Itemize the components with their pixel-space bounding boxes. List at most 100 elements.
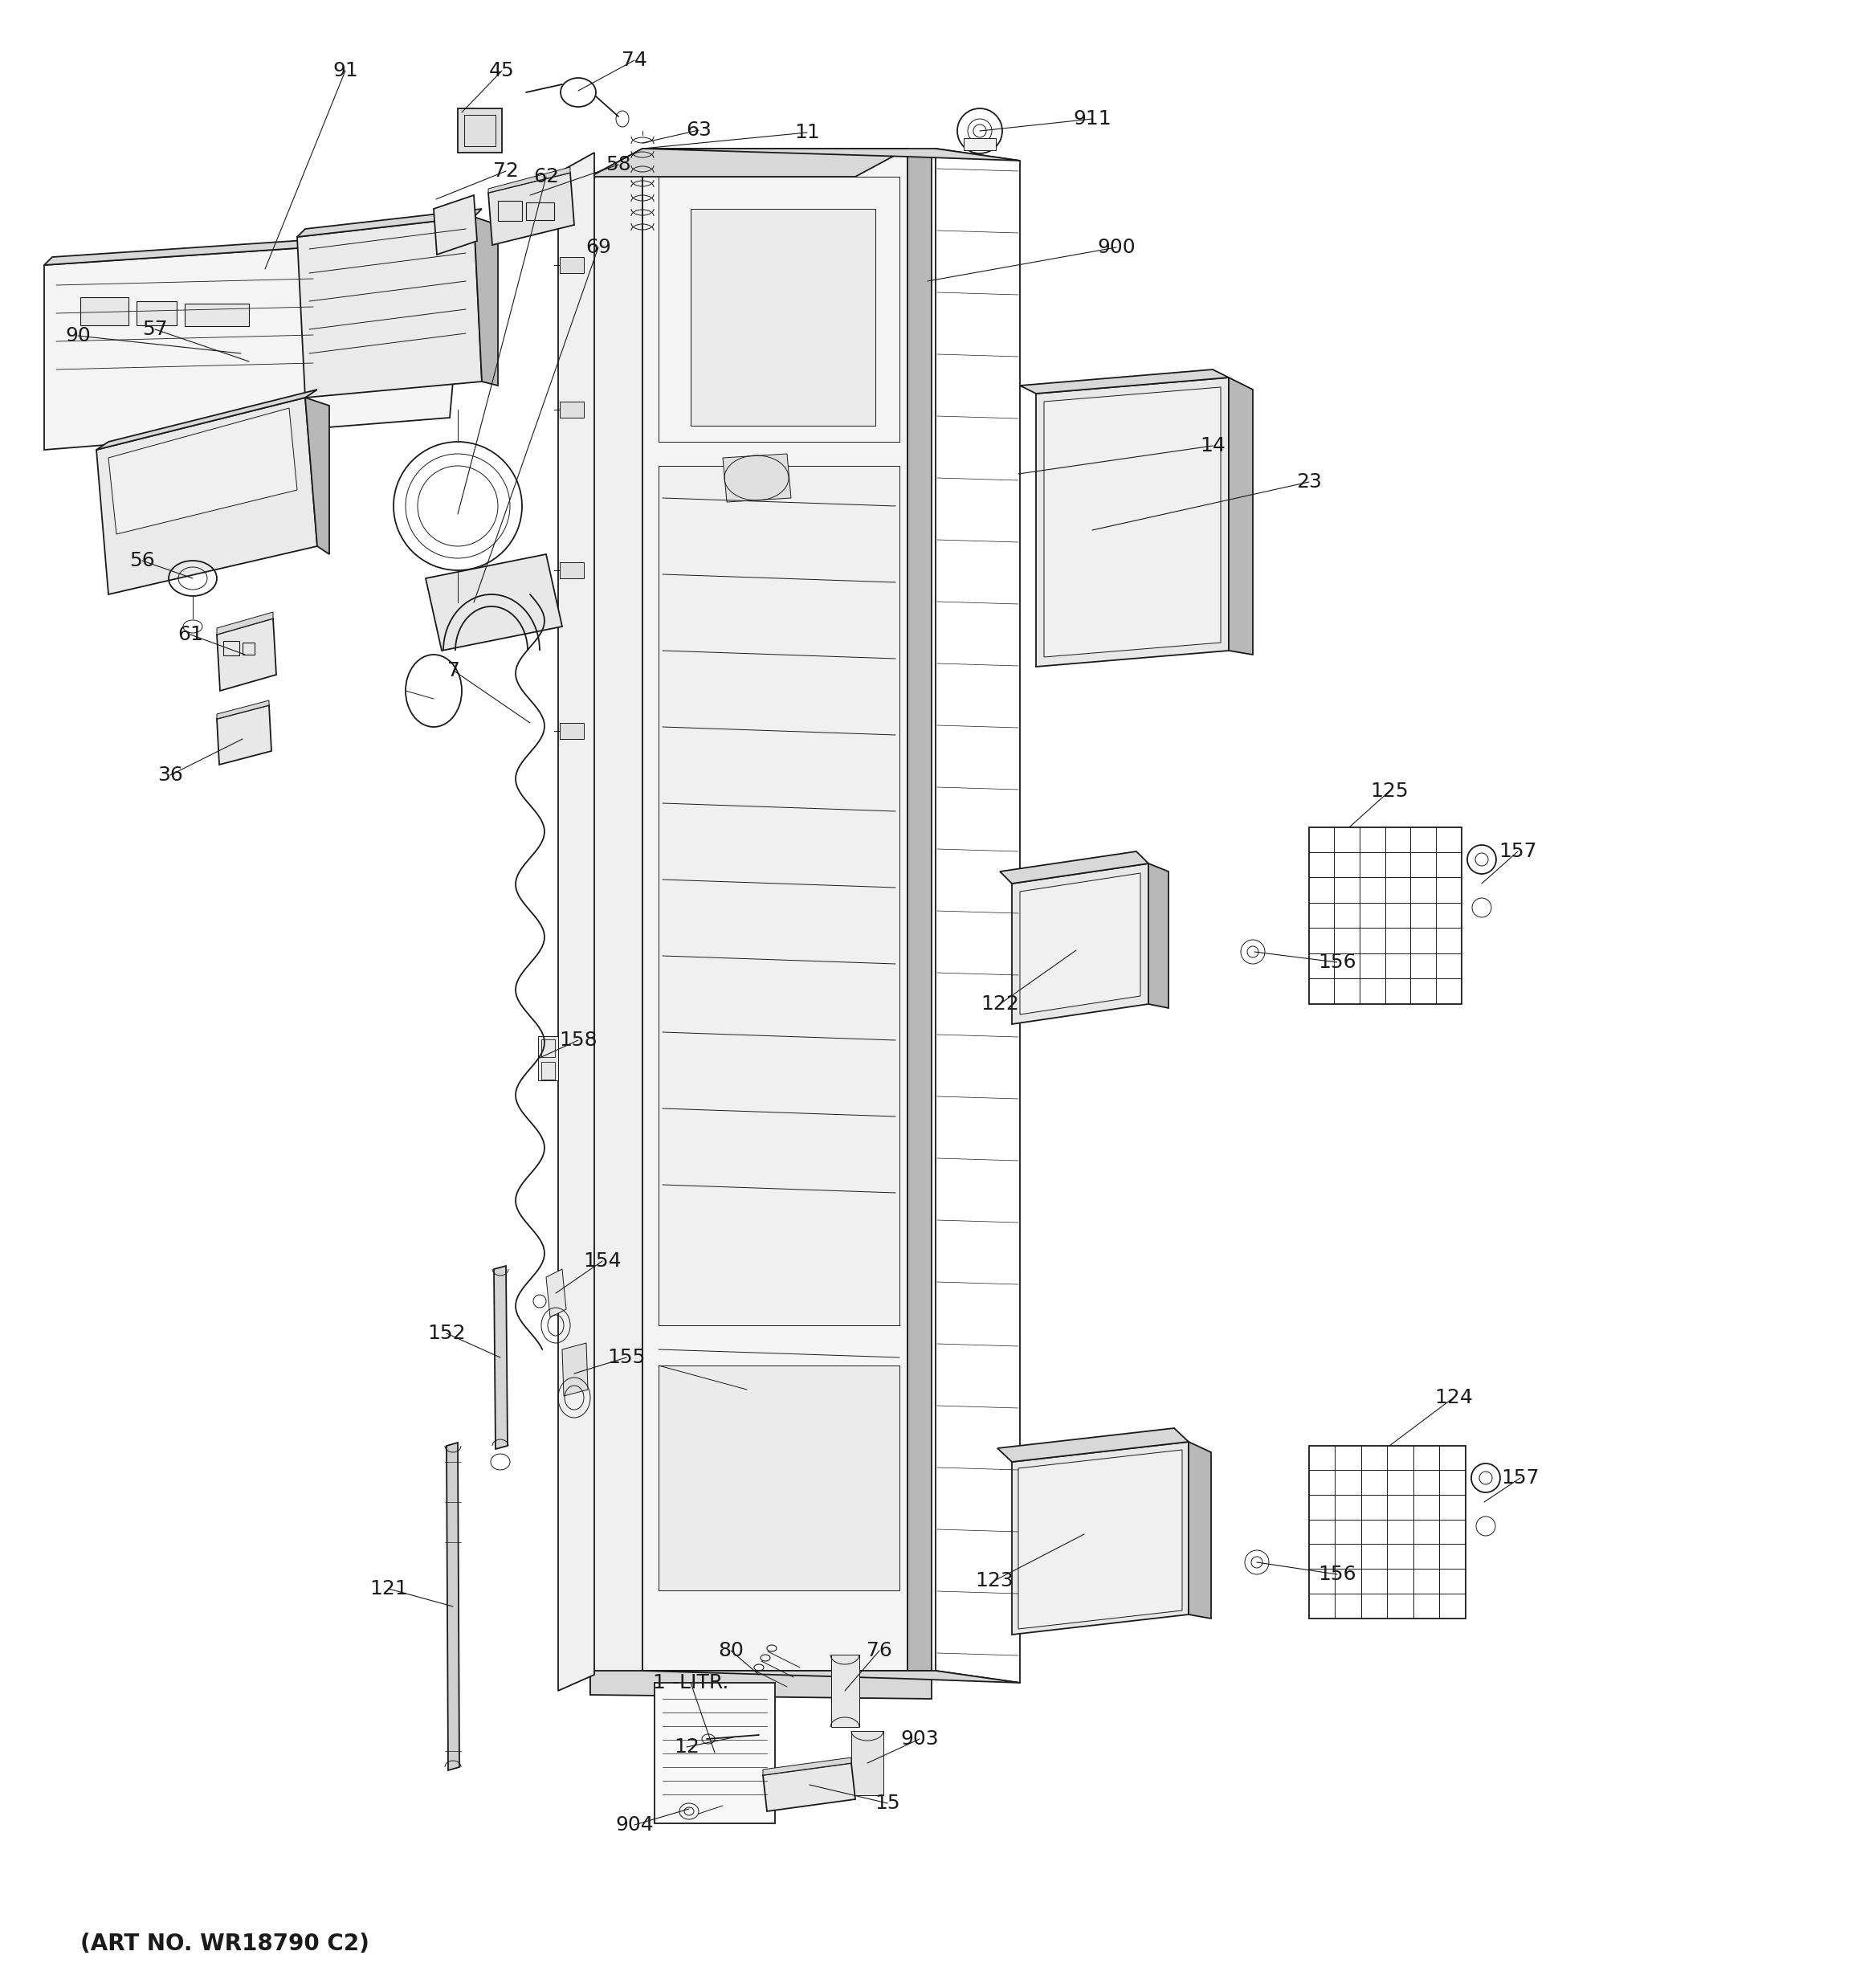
Bar <box>654 1682 775 1823</box>
Text: 12: 12 <box>674 1738 699 1757</box>
Polygon shape <box>590 1670 932 1700</box>
Bar <box>538 1036 559 1079</box>
Polygon shape <box>1020 873 1139 1014</box>
Text: 123: 123 <box>975 1571 1014 1590</box>
Polygon shape <box>643 149 908 1670</box>
Text: 158: 158 <box>559 1030 598 1050</box>
Polygon shape <box>488 173 573 245</box>
Bar <box>463 115 495 147</box>
Bar <box>852 1732 884 1795</box>
Polygon shape <box>1012 1441 1188 1634</box>
Polygon shape <box>1012 863 1149 1024</box>
Polygon shape <box>762 1763 856 1811</box>
Polygon shape <box>217 700 269 720</box>
Polygon shape <box>493 1266 508 1449</box>
Text: 7: 7 <box>446 662 460 680</box>
Polygon shape <box>643 1670 1020 1682</box>
Text: 154: 154 <box>583 1250 622 1270</box>
Text: 23: 23 <box>1296 473 1323 491</box>
Text: 124: 124 <box>1435 1388 1472 1408</box>
Polygon shape <box>908 149 932 1678</box>
Text: 80: 80 <box>717 1640 743 1660</box>
Text: 122: 122 <box>981 994 1020 1014</box>
Text: 69: 69 <box>585 239 611 256</box>
Bar <box>243 642 254 654</box>
Polygon shape <box>1020 370 1229 394</box>
Polygon shape <box>659 465 900 1326</box>
Polygon shape <box>559 153 594 1692</box>
Polygon shape <box>108 408 297 535</box>
Text: 45: 45 <box>489 62 516 80</box>
Polygon shape <box>217 612 273 634</box>
Bar <box>136 302 177 326</box>
Polygon shape <box>659 1366 900 1590</box>
Text: 62: 62 <box>532 167 559 187</box>
Text: 76: 76 <box>867 1640 893 1660</box>
Polygon shape <box>999 851 1149 883</box>
Polygon shape <box>545 1268 566 1318</box>
Polygon shape <box>297 209 482 237</box>
Bar <box>527 203 555 221</box>
Polygon shape <box>691 209 876 425</box>
Text: 15: 15 <box>874 1793 900 1813</box>
Text: 900: 900 <box>1097 239 1136 256</box>
Bar <box>964 137 996 151</box>
Polygon shape <box>643 149 1020 161</box>
Polygon shape <box>297 217 482 398</box>
Text: 14: 14 <box>1199 435 1225 455</box>
Polygon shape <box>488 167 570 193</box>
Polygon shape <box>998 1427 1188 1461</box>
Text: 152: 152 <box>428 1324 465 1344</box>
Text: 72: 72 <box>493 161 519 181</box>
Polygon shape <box>1188 1441 1210 1618</box>
Text: 904: 904 <box>615 1815 654 1835</box>
Polygon shape <box>304 398 329 555</box>
Text: 121: 121 <box>370 1578 407 1598</box>
Bar <box>224 640 239 656</box>
Text: 157: 157 <box>1498 841 1537 861</box>
Text: 157: 157 <box>1502 1469 1539 1487</box>
Polygon shape <box>590 149 908 177</box>
Text: 90: 90 <box>65 326 92 346</box>
Bar <box>499 201 521 221</box>
Polygon shape <box>217 618 276 690</box>
Polygon shape <box>45 237 465 449</box>
Bar <box>458 109 502 153</box>
Text: 1 -LITR.: 1 -LITR. <box>652 1674 729 1692</box>
Polygon shape <box>97 398 318 594</box>
Bar <box>542 1040 555 1058</box>
Bar <box>560 256 585 272</box>
Polygon shape <box>1037 378 1229 666</box>
Text: 911: 911 <box>1072 109 1111 129</box>
Polygon shape <box>1149 863 1169 1008</box>
Text: 58: 58 <box>605 155 631 175</box>
Polygon shape <box>446 1443 460 1771</box>
Text: 125: 125 <box>1371 781 1408 801</box>
Polygon shape <box>433 195 476 254</box>
Polygon shape <box>217 706 271 765</box>
Polygon shape <box>1229 378 1253 654</box>
Bar <box>560 402 585 417</box>
Text: 61: 61 <box>177 624 204 644</box>
Polygon shape <box>762 1757 852 1775</box>
Polygon shape <box>45 229 474 264</box>
Text: 57: 57 <box>142 320 168 340</box>
Polygon shape <box>1018 1449 1182 1628</box>
Text: 91: 91 <box>333 62 359 80</box>
Text: 156: 156 <box>1319 1565 1356 1584</box>
Text: 56: 56 <box>129 551 155 571</box>
Text: 36: 36 <box>157 765 183 785</box>
Polygon shape <box>590 149 643 1696</box>
Text: (ART NO. WR18790 C2): (ART NO. WR18790 C2) <box>80 1932 370 1954</box>
Text: 903: 903 <box>900 1730 938 1749</box>
Bar <box>80 296 129 326</box>
Bar <box>542 1062 555 1079</box>
Text: 155: 155 <box>607 1348 646 1368</box>
Bar <box>185 304 248 326</box>
Polygon shape <box>97 390 318 449</box>
Polygon shape <box>723 453 790 503</box>
Bar <box>560 724 585 740</box>
Text: 74: 74 <box>622 50 646 70</box>
Bar <box>831 1654 859 1728</box>
Text: 63: 63 <box>686 121 712 139</box>
